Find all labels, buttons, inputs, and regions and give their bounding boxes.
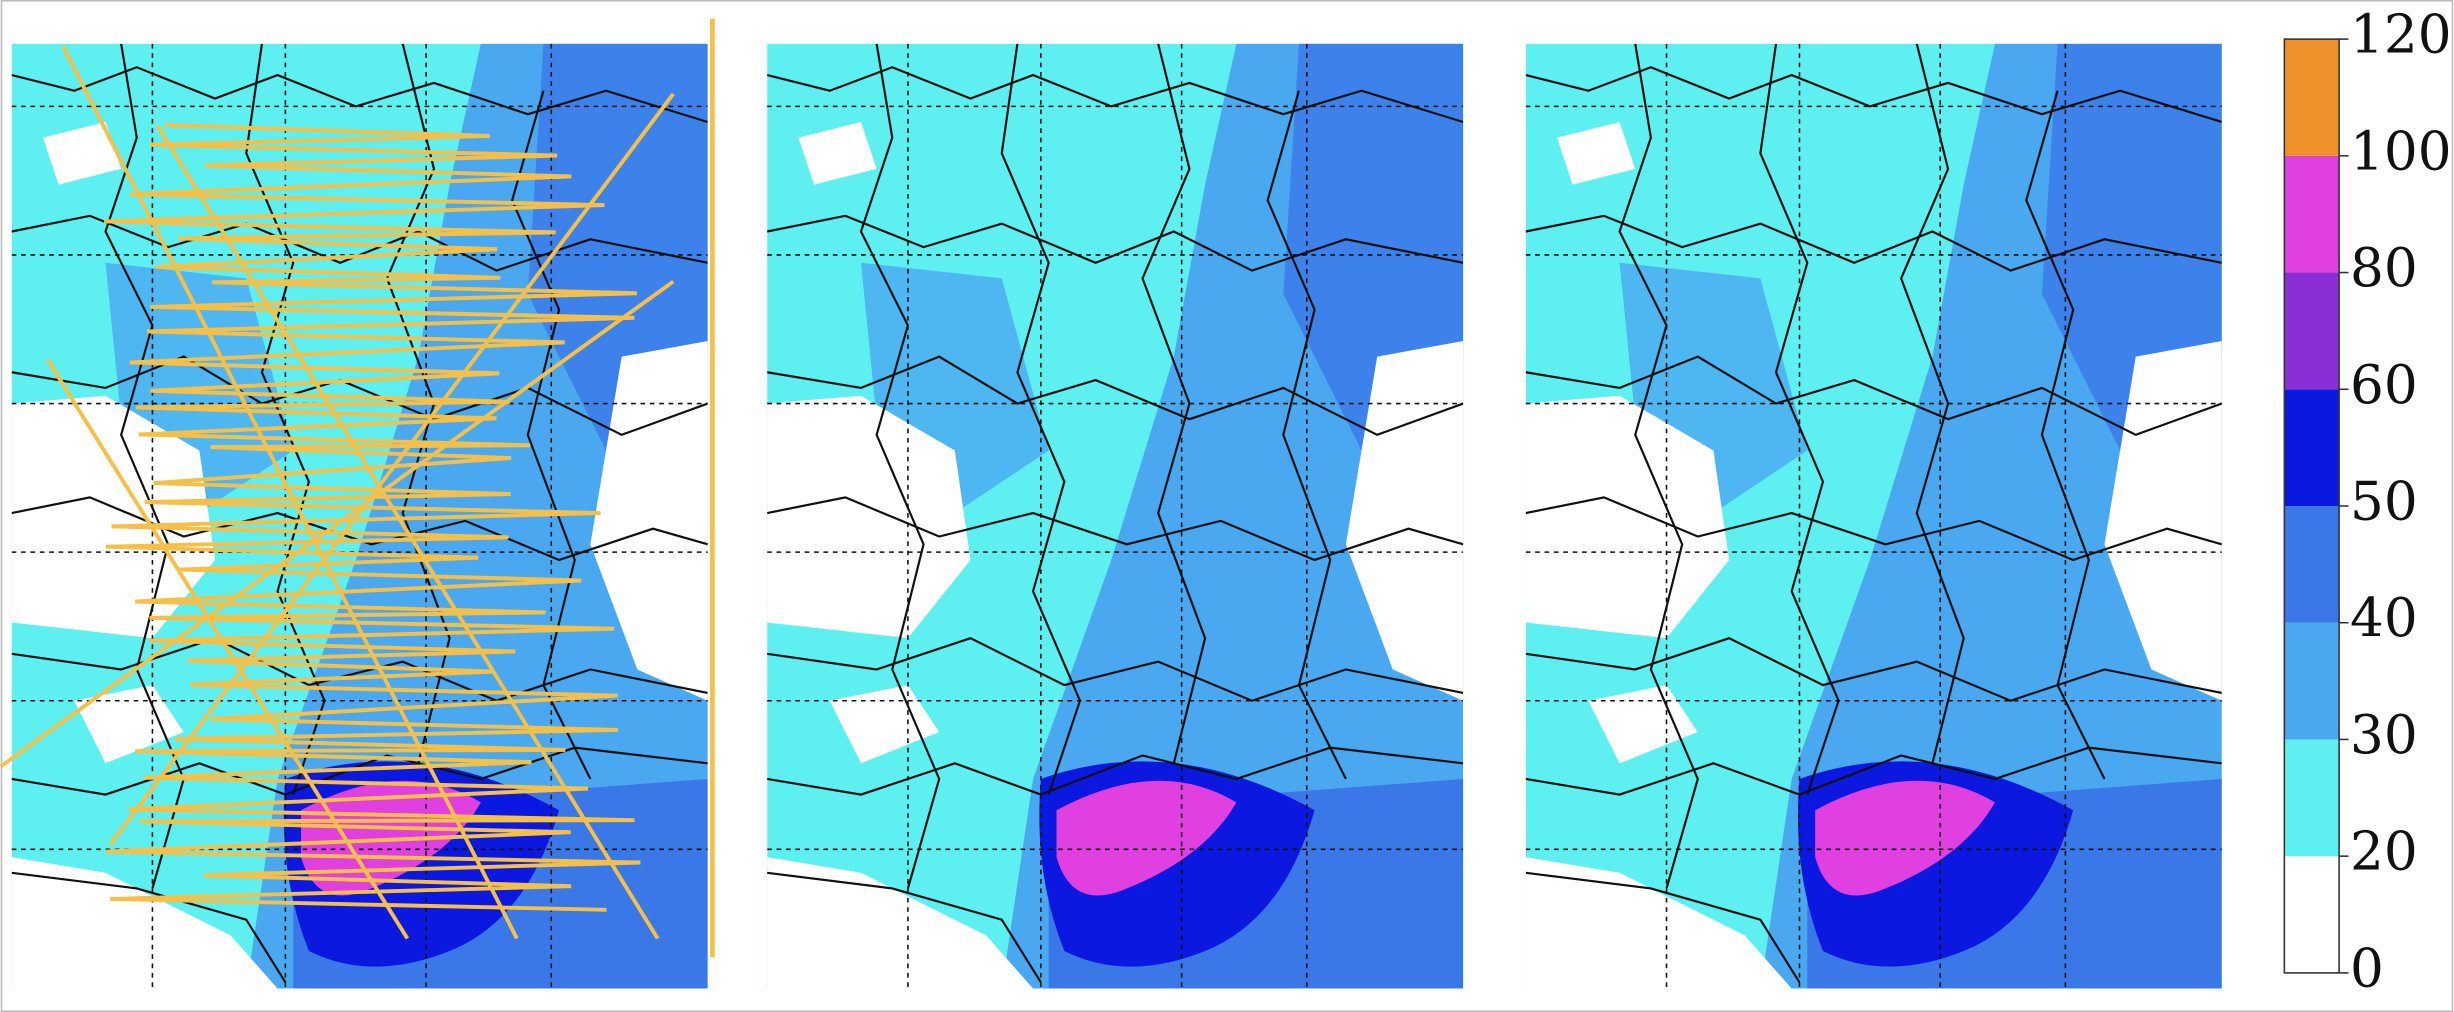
annotation-scribble (0, 18, 715, 958)
colorbar-tick-label: 100 (2350, 120, 2452, 182)
colorbar-band (2284, 155, 2340, 273)
colorbar-tick-label: 0 (2350, 937, 2384, 999)
colorbar-band (2284, 389, 2340, 506)
scribble-stroke (0, 279, 675, 769)
map-panel-3 (1526, 44, 2222, 989)
colorbar-band (2284, 506, 2340, 623)
scribble-stroke (61, 46, 519, 940)
colorbar-tick-label: 60 (2350, 354, 2418, 416)
colorbar-tick-label: 20 (2350, 821, 2418, 883)
colorbar-tick-label: 80 (2350, 237, 2418, 299)
colorbar-tick-label: 120 (2350, 4, 2452, 66)
map-panel-2 (767, 44, 1463, 989)
colorbar-tick-label: 40 (2350, 587, 2418, 649)
scribble-stroke (155, 124, 660, 940)
colorbar-band (2284, 622, 2340, 740)
colorbar: 0 20 30 40 50 60 80 100 120 (2283, 4, 2452, 999)
colorbar-band (2284, 39, 2340, 156)
colorbar-tick-label: 30 (2350, 704, 2418, 766)
colorbar-band (2284, 272, 2340, 390)
colorbar-band (2284, 856, 2340, 973)
colorbar-tick-label: 50 (2350, 471, 2418, 533)
colorbar-outline (2283, 38, 2340, 974)
colorbar-band (2284, 739, 2340, 857)
scribble-stroke (45, 358, 410, 940)
scribble-stroke (108, 92, 675, 846)
